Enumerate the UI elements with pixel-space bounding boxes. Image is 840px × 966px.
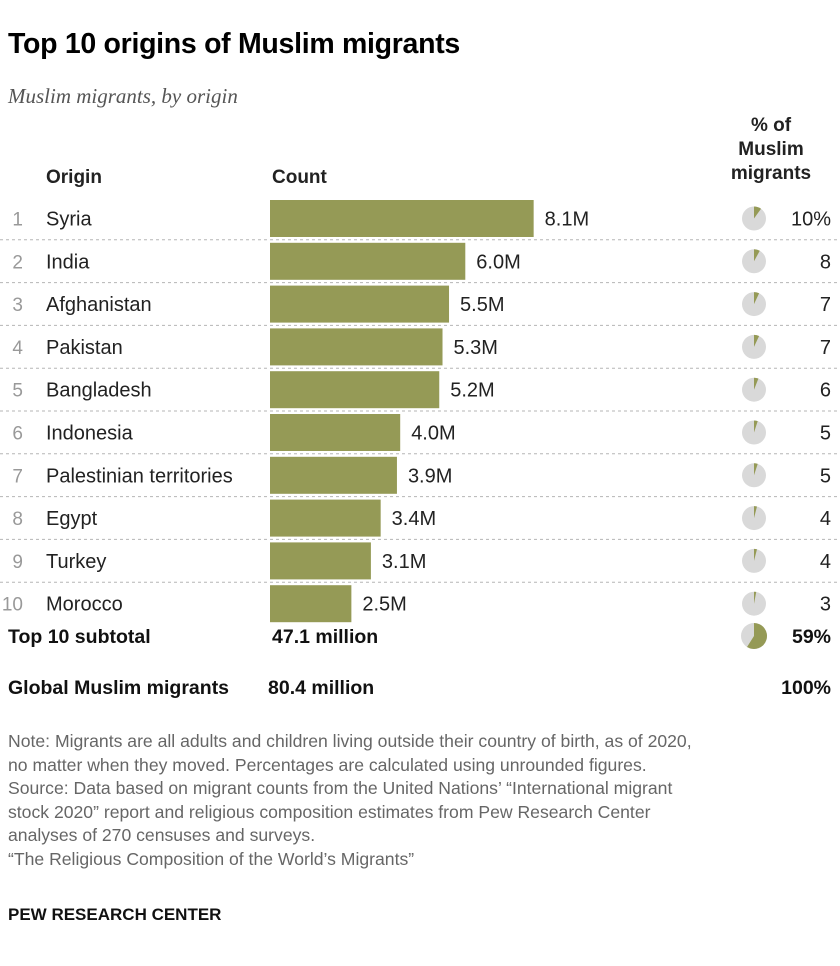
subtotal-count: 47.1 million [272, 626, 378, 648]
rank-label: 6 [12, 424, 23, 445]
value-label: 8.1M [545, 209, 589, 231]
share-pie-slice [754, 377, 759, 390]
rank-label: 10 [2, 595, 23, 616]
share-label: 4 [820, 508, 831, 530]
share-pie-slice [754, 292, 760, 305]
rank-label: 2 [12, 252, 23, 273]
bar-7 [270, 456, 397, 494]
share-label: 5 [820, 423, 831, 445]
share-pie-slice [754, 206, 762, 219]
value-label: 2.5M [362, 594, 406, 616]
source-line: stock 2020” report and religious composi… [8, 801, 651, 822]
bar-9 [270, 542, 371, 580]
share-label: 3 [820, 594, 831, 616]
category-label: Bangladesh [46, 380, 152, 402]
global-count: 80.4 million [268, 677, 374, 699]
category-label: Morocco [46, 594, 123, 616]
bar-5 [270, 371, 440, 409]
source-line: analyses of 270 censuses and surveys. [8, 825, 316, 845]
category-label: Pakistan [46, 337, 123, 359]
subtotal-label: Top 10 subtotal [8, 626, 151, 648]
bar-4 [270, 328, 443, 366]
rank-label: 3 [12, 295, 23, 316]
note-line: Note: Migrants are all adults and childr… [8, 731, 692, 751]
share-label: 8 [820, 251, 831, 273]
origin-column-header: Origin [46, 167, 102, 188]
source-line: Source: Data based on migrant counts fro… [8, 778, 673, 798]
share-label: 10% [791, 209, 831, 231]
share-label: 4 [820, 551, 831, 573]
share-label: 7 [820, 337, 831, 359]
share-pie-slice [754, 249, 760, 262]
category-label: Syria [46, 209, 92, 231]
value-label: 5.2M [450, 380, 494, 402]
global-label: Global Muslim migrants [8, 677, 229, 699]
category-label: Indonesia [46, 423, 134, 445]
brand-label: PEW RESEARCH CENTER [8, 905, 222, 924]
share-pie-slice [754, 548, 757, 561]
share-label: 5 [820, 465, 831, 487]
rank-label: 4 [12, 338, 23, 359]
category-label: India [46, 251, 90, 273]
category-label: Afghanistan [46, 294, 152, 316]
bar-10 [270, 585, 352, 623]
chart-title: Top 10 origins of Muslim migrants [8, 28, 460, 60]
rank-label: 1 [12, 210, 23, 231]
rank-label: 5 [12, 381, 23, 402]
category-label: Egypt [46, 508, 98, 530]
value-label: 5.5M [460, 294, 504, 316]
category-label: Palestinian territories [46, 465, 233, 487]
share-label: 6 [820, 380, 831, 402]
global-share: 100% [781, 677, 831, 699]
share-label: 7 [820, 294, 831, 316]
chart-subtitle: Muslim migrants, by origin [8, 84, 238, 108]
bar-6 [270, 414, 401, 451]
value-label: 5.3M [454, 337, 498, 359]
category-label: Turkey [46, 551, 106, 573]
value-label: 6.0M [476, 251, 520, 273]
share-pie-slice [754, 591, 757, 604]
share-pie-slice [754, 420, 758, 433]
value-label: 3.4M [392, 508, 436, 530]
bar-2 [270, 242, 466, 280]
value-label: 3.1M [382, 551, 426, 573]
bar-3 [270, 285, 450, 323]
notes-block: Note: Migrants are all adults and childr… [8, 730, 833, 871]
value-label: 3.9M [408, 465, 452, 487]
value-label: 4.0M [411, 423, 455, 445]
share-column-header: % of Muslim migrants [730, 115, 812, 184]
bar-1 [270, 200, 534, 237]
bar-chart: 1 Syria 8.1M 10% 2 India 6.0M 8 3 Afghanistan 5.5M… [0, 200, 840, 699]
share-pie-slice [754, 334, 760, 347]
rank-label: 8 [12, 509, 23, 530]
bar-8 [270, 499, 381, 537]
note-line: no matter when they moved. Percentages a… [8, 754, 647, 775]
count-column-header: Count [272, 167, 327, 188]
share-pie-slice [754, 506, 757, 519]
share-pie-slice [754, 463, 758, 476]
subtotal-share: 59% [792, 626, 831, 648]
rank-label: 7 [12, 466, 23, 487]
rank-label: 9 [12, 552, 23, 573]
report-title-line: “The Religious Composition of the World’… [8, 848, 415, 869]
subtotal-pie-slice [747, 623, 767, 649]
